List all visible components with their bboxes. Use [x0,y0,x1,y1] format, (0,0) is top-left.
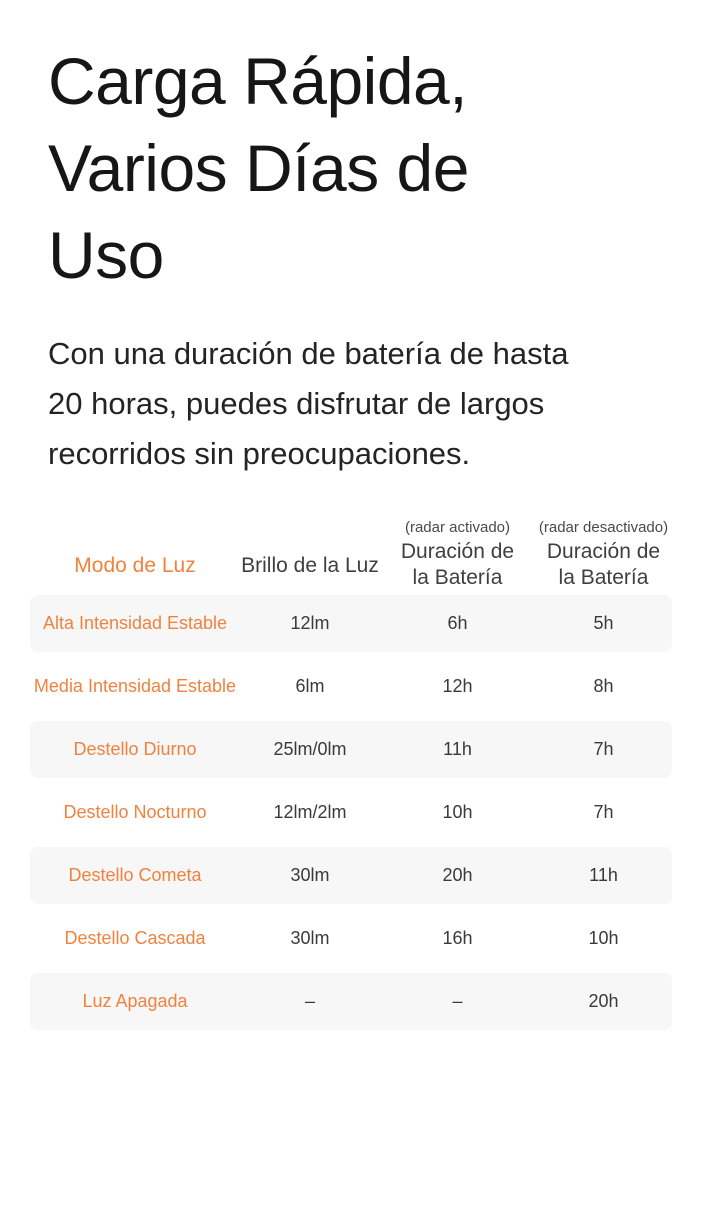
column-header-battery-radar-on: (radar activado) Duración de la Batería [380,517,535,591]
battery-radar-off-cell: 20h [588,991,619,1011]
table-row: Media Intensidad Estable 6lm 12h 8h [30,658,672,715]
column-header-light-mode: Modo de Luz [74,554,196,577]
table-row: Destello Cometa 30lm 20h 11h [30,847,672,904]
light-mode-cell: Destello Diurno [73,739,197,759]
battery-radar-off-cell: 7h [593,739,614,759]
battery-duration-label: Duración de la Batería [546,540,661,589]
brightness-cell: 25lm/0lm [273,739,347,759]
table-row: Alta Intensidad Estable 12lm 6h 5h [30,595,672,652]
column-header-battery-radar-off: (radar desactivado) Duración de la Bater… [535,517,672,591]
brightness-cell: 12lm [290,613,330,633]
battery-duration-label: Duración de la Batería [400,540,515,589]
light-mode-cell: Destello Cascada [64,928,206,948]
table-row: Destello Cascada 30lm 16h 10h [30,910,672,967]
battery-radar-off-cell: 10h [588,928,619,948]
table-row: Destello Nocturno 12lm/2lm 10h 7h [30,784,672,841]
light-mode-cell: Luz Apagada [82,991,188,1011]
brightness-cell: – [304,991,315,1011]
light-mode-cell: Media Intensidad Estable [33,676,237,696]
battery-radar-off-cell: 5h [593,613,614,633]
page-title: Carga Rápida, Varios Días de Uso [48,44,469,292]
battery-radar-off-cell: 11h [589,865,618,885]
radar-on-note: (radar activado) [404,519,511,536]
battery-radar-on-cell: – [452,991,463,1011]
page-subtitle: Con una duración de batería de hasta 20 … [48,336,569,471]
table-header-row: Modo de Luz Brillo de la Luz (radar acti… [30,517,672,595]
battery-radar-on-cell: 11h [443,739,472,759]
radar-off-note: (radar desactivado) [538,519,669,536]
table-row: Luz Apagada – – 20h [30,973,672,1030]
light-mode-cell: Destello Cometa [68,865,202,885]
battery-radar-off-cell: 8h [593,676,614,696]
battery-radar-on-cell: 12h [442,676,473,696]
light-mode-cell: Destello Nocturno [63,802,207,822]
light-mode-cell: Alta Intensidad Estable [42,613,228,633]
brightness-cell: 6lm [295,676,325,696]
battery-radar-on-cell: 16h [442,928,473,948]
battery-spec-table: Modo de Luz Brillo de la Luz (radar acti… [30,517,672,1030]
column-header-brightness: Brillo de la Luz [241,554,379,577]
battery-radar-on-cell: 10h [442,802,473,822]
brightness-cell: 12lm/2lm [273,802,347,822]
brightness-cell: 30lm [290,928,330,948]
battery-radar-off-cell: 7h [593,802,614,822]
brightness-cell: 30lm [290,865,330,885]
table-row: Destello Diurno 25lm/0lm 11h 7h [30,721,672,778]
battery-radar-on-cell: 20h [442,865,473,885]
battery-radar-on-cell: 6h [447,613,468,633]
table-body: Alta Intensidad Estable 12lm 6h 5h Media… [30,595,672,1030]
